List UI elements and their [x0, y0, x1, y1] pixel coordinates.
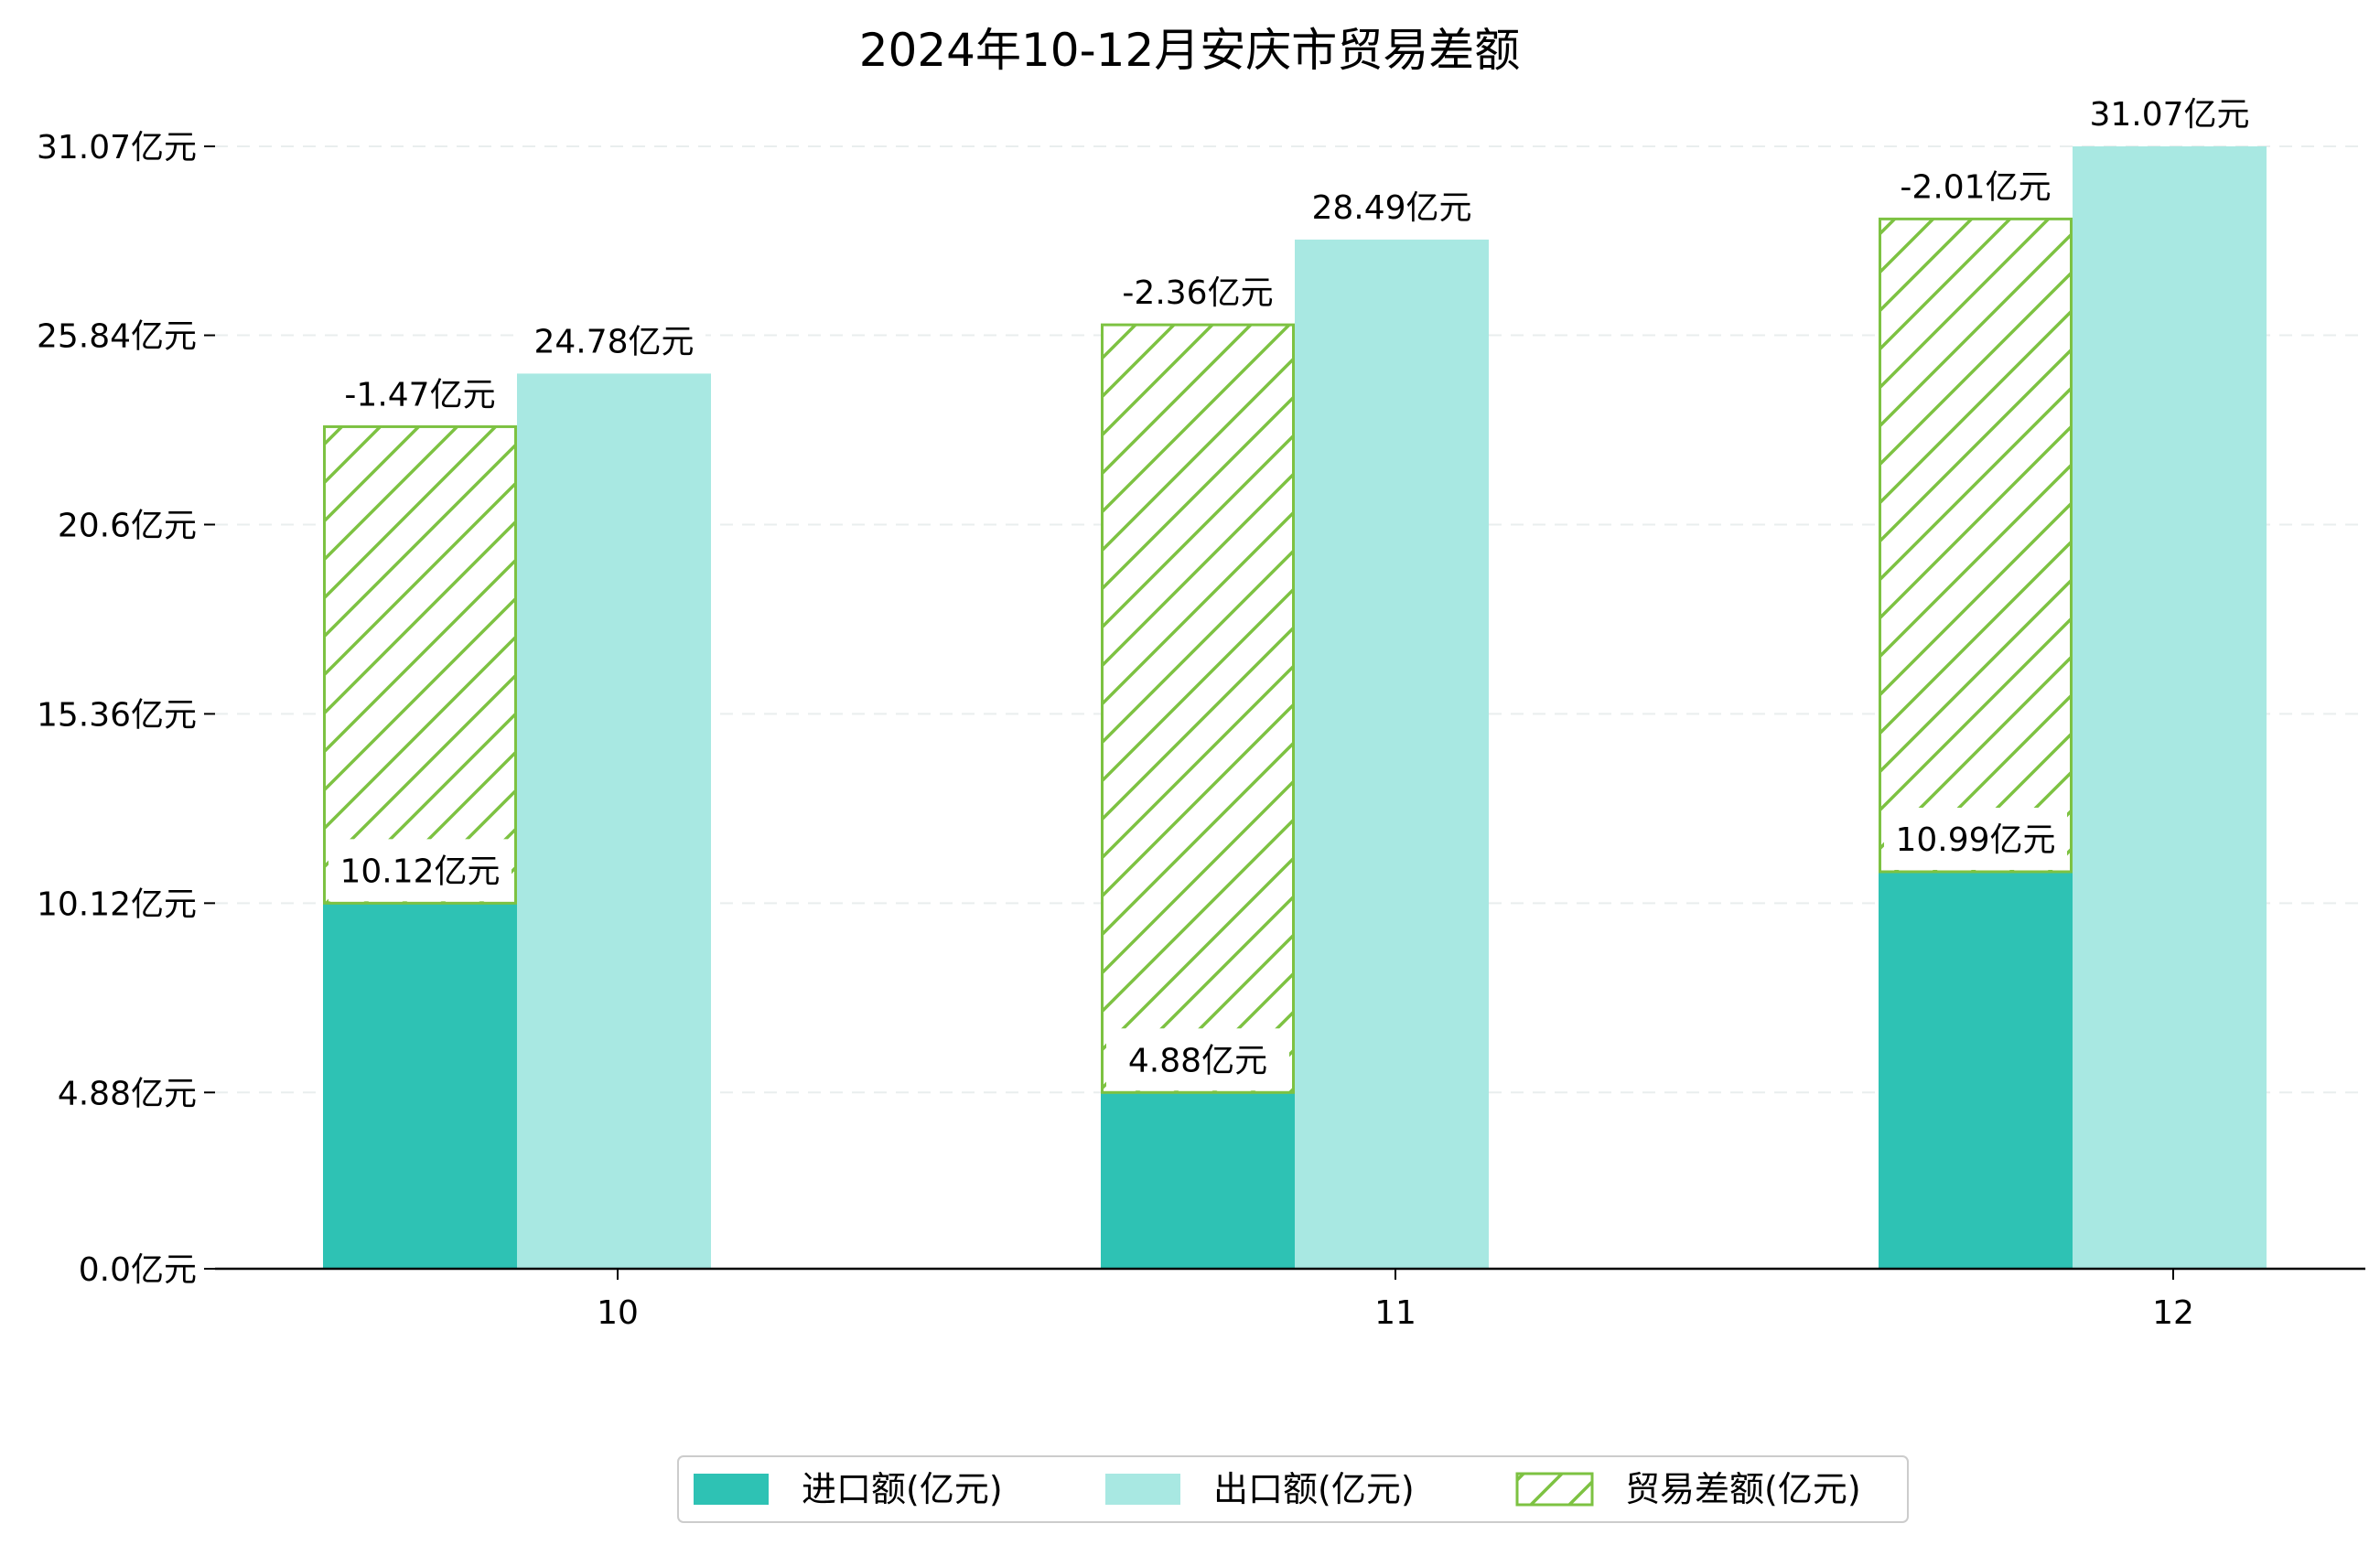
y-tick-label: 25.84亿元: [37, 318, 197, 356]
y-tick-label: 0.0亿元: [79, 1251, 197, 1289]
bar-export-11: [1295, 239, 1489, 1270]
x-tick-label: 12: [2152, 1294, 2194, 1332]
y-tick-label: 15.36亿元: [37, 696, 197, 734]
label-import-10: 10.12亿元: [339, 853, 500, 890]
x-tick-label: 10: [597, 1294, 639, 1332]
label-balance-12-bg: [1884, 155, 2067, 218]
bar-import-11: [1101, 1092, 1295, 1269]
label-balance-11: -2.36亿元: [1122, 274, 1273, 312]
label-balance-10: -1.47亿元: [344, 376, 495, 413]
bar-export-10: [517, 373, 711, 1269]
y-tick-label: 20.6亿元: [58, 507, 197, 544]
label-balance-10-bg: [328, 362, 512, 425]
bar-balance-10: [323, 424, 517, 905]
label-layer: 10.12亿元 24.78亿元 -1.47亿元 4.88亿元 28.49亿元 -2.36亿…: [328, 82, 2261, 1091]
label-import-11: 4.88亿元: [1128, 1042, 1267, 1079]
legend: 进口额(亿元) 出口额(亿元) 贸易差额(亿元): [677, 1455, 1909, 1523]
legend-swatch-2: [1515, 1472, 1594, 1507]
legend-swatch-1: [1105, 1474, 1180, 1505]
legend-label-2: 贸易差额(亿元): [1625, 1469, 1861, 1509]
bar-export-12: [2073, 146, 2267, 1269]
label-import-12: 10.99亿元: [1895, 821, 2055, 859]
y-tick-label: 31.07亿元: [37, 129, 197, 166]
label-export-10: 24.78亿元: [533, 323, 694, 360]
label-import-12-bg: [1884, 807, 2067, 870]
label-balance-11-bg: [1106, 261, 1289, 324]
bar-balance-11: [1101, 323, 1295, 1094]
label-import-11-bg: [1106, 1028, 1289, 1091]
y-tick-label: 4.88亿元: [58, 1075, 197, 1112]
chart-title: 2024年10-12月安庆市贸易差额: [859, 24, 1521, 77]
bar-balance-12: [1879, 217, 2073, 874]
axis-layer: 0.0亿元 4.88亿元 10.12亿元 15.36亿元 20.6亿元 25.84亿元 31…: [37, 129, 2365, 1332]
y-tick-label: 10.12亿元: [37, 885, 197, 923]
label-import-10-bg: [328, 839, 512, 902]
label-export-10-bg: [522, 309, 705, 372]
legend-swatch-0: [694, 1474, 769, 1505]
legend-label-0: 进口额(亿元): [802, 1469, 1003, 1509]
label-export-12-bg: [2078, 82, 2261, 145]
label-export-12: 31.07亿元: [2089, 96, 2249, 134]
legend-label-1: 出口额(亿元): [1213, 1469, 1415, 1509]
label-balance-12: -2.01亿元: [1900, 168, 2051, 206]
x-tick-label: 11: [1374, 1294, 1416, 1332]
label-export-11-bg: [1300, 175, 1483, 238]
bar-import-12: [1879, 871, 2073, 1269]
label-export-11: 28.49亿元: [1311, 189, 1471, 227]
legend-box: [677, 1455, 1909, 1523]
bar-layer: [323, 146, 2267, 1270]
bar-import-10: [323, 903, 517, 1269]
